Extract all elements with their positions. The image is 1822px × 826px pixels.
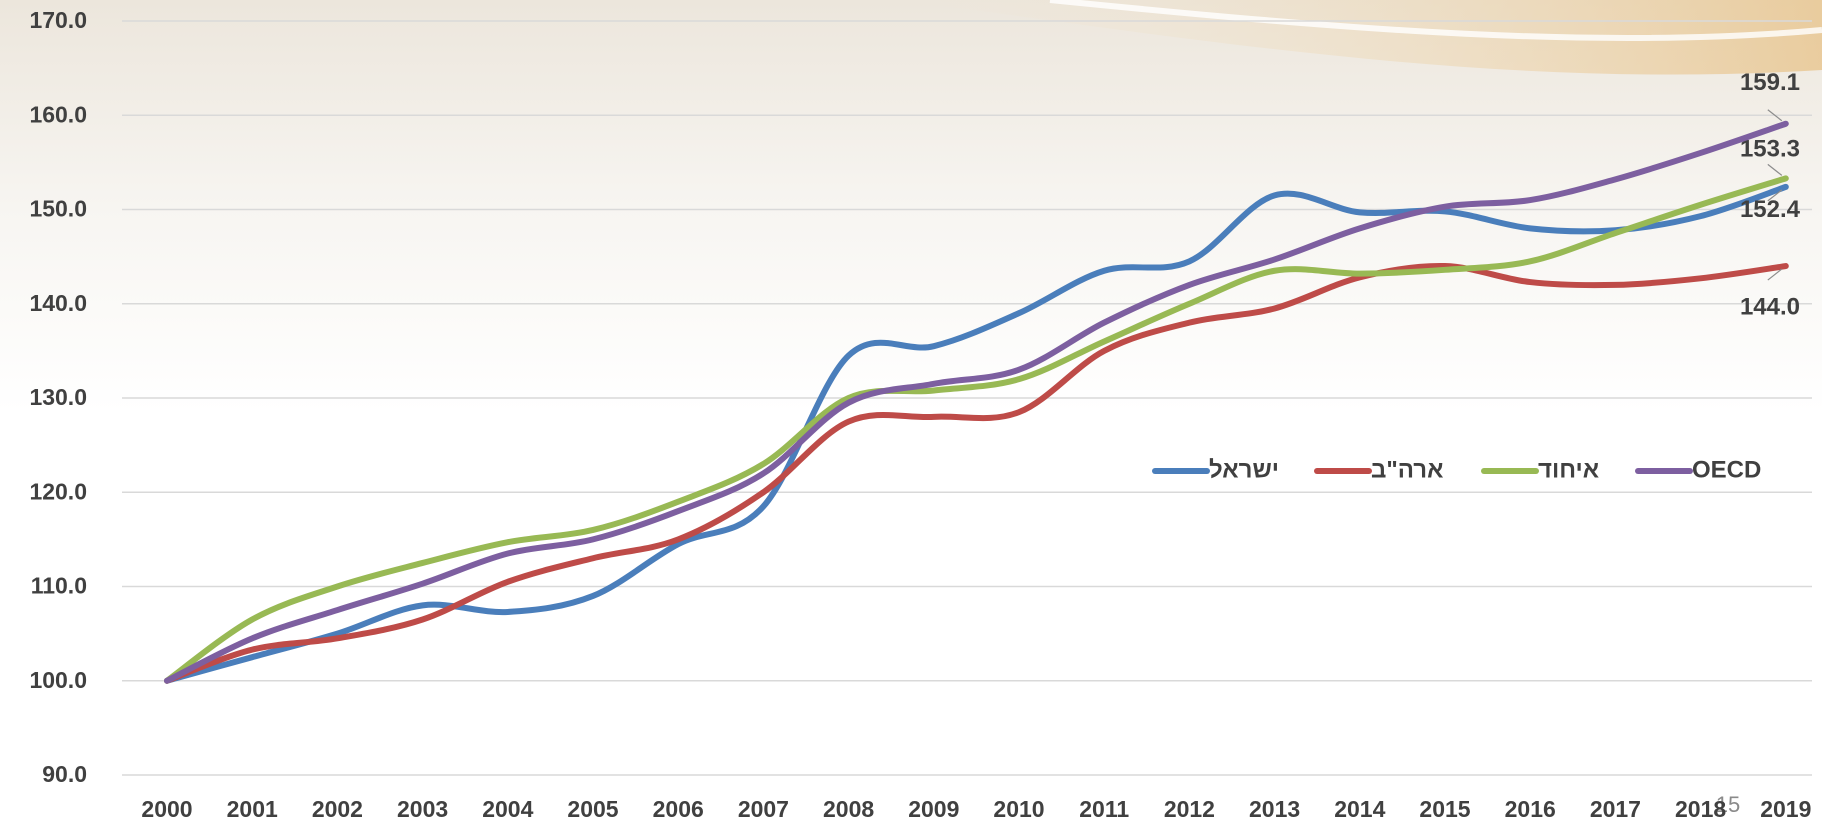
- label-leader: [1767, 189, 1783, 202]
- y-tick-label: 120.0: [29, 478, 87, 504]
- series-line: [164, 120, 1789, 684]
- x-tick-label: 2018: [1675, 796, 1726, 822]
- legend-label: איחוד: [1538, 456, 1599, 483]
- label-leader: [1767, 268, 1783, 281]
- x-tick-label: 2017: [1590, 796, 1641, 822]
- page-number: 15: [1716, 792, 1740, 817]
- x-tick-label: 2011: [1079, 796, 1129, 822]
- y-tick-label: 170.0: [29, 7, 87, 33]
- y-tick-label: 160.0: [29, 101, 87, 127]
- series-line: [164, 183, 1789, 684]
- x-tick-label: 2005: [567, 796, 618, 822]
- legend-label: ישראל: [1209, 456, 1279, 483]
- series-line: [164, 175, 1789, 684]
- x-tick-label: 2003: [397, 796, 448, 822]
- background-swoosh: [1049, 0, 1822, 42]
- x-tick-label: 2006: [653, 796, 704, 822]
- x-tick-label: 2008: [823, 796, 874, 822]
- data-label: 152.4: [1740, 196, 1801, 223]
- x-tick-label: 2010: [993, 796, 1044, 822]
- y-tick-label: 140.0: [29, 290, 87, 316]
- series-line: [164, 262, 1789, 684]
- y-tick-label: 110.0: [31, 573, 87, 599]
- data-label: 144.0: [1740, 293, 1800, 320]
- x-tick-label: 2019: [1760, 796, 1811, 822]
- y-tick-label: 90.0: [42, 761, 87, 787]
- x-tick-label: 2000: [141, 796, 192, 822]
- legend-label: OECD: [1692, 456, 1761, 483]
- x-tick-label: 2004: [482, 796, 533, 822]
- x-tick-label: 2012: [1164, 796, 1215, 822]
- x-tick-label: 2016: [1505, 796, 1556, 822]
- x-tick-label: 2007: [738, 796, 789, 822]
- x-tick-label: 2009: [908, 796, 959, 822]
- label-leader: [1767, 109, 1783, 122]
- x-tick-label: 2002: [312, 796, 363, 822]
- data-label: 159.1: [1740, 69, 1800, 96]
- legend-label: ארה"ב: [1371, 456, 1443, 483]
- x-tick-label: 2013: [1249, 796, 1300, 822]
- x-tick-label: 2015: [1419, 796, 1470, 822]
- y-tick-label: 100.0: [29, 667, 87, 693]
- data-label: 153.3: [1740, 136, 1800, 163]
- label-leader: [1767, 163, 1783, 176]
- background-swoosh: [900, 0, 1822, 75]
- y-tick-label: 150.0: [29, 196, 87, 222]
- x-tick-label: 2001: [227, 796, 278, 822]
- x-tick-label: 2014: [1334, 796, 1385, 822]
- y-tick-label: 130.0: [29, 384, 87, 410]
